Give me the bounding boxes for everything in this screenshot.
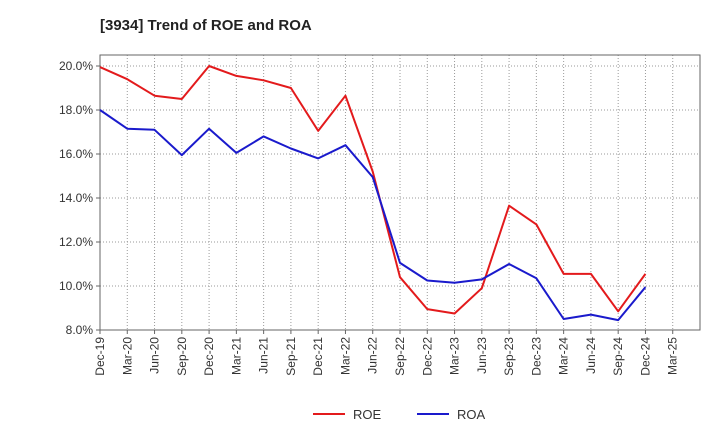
x-tick-label: Jun-22 (366, 337, 380, 374)
y-axis-ticks: 8.0% 10.0% 12.0% 14.0% 16.0% 18.0% 20.0% (59, 59, 100, 337)
y-tick-label: 8.0% (66, 323, 94, 337)
x-tick-label: Dec-21 (311, 337, 325, 376)
x-tick-label: Mar-22 (338, 337, 352, 375)
x-tick-label: Mar-20 (120, 337, 134, 375)
x-tick-label: Sep-23 (502, 337, 516, 376)
x-tick-label: Sep-22 (393, 337, 407, 376)
y-tick-label: 10.0% (59, 279, 93, 293)
x-tick-label: Sep-20 (175, 337, 189, 376)
x-tick-label: Dec-24 (638, 337, 652, 376)
plot-area-frame (99, 54, 701, 331)
x-tick-label: Jun-23 (475, 337, 489, 374)
x-tick-label: Dec-20 (202, 337, 216, 376)
x-tick-label: Jun-24 (584, 337, 598, 374)
y-tick-label: 14.0% (59, 191, 93, 205)
x-tick-label: Mar-24 (557, 337, 571, 375)
chart-title: [3934] Trend of ROE and ROA (100, 17, 312, 34)
x-tick-label: Jun-20 (148, 337, 162, 374)
x-tick-label: Jun-21 (257, 337, 271, 374)
series-line-roe (99, 65, 647, 315)
series-lines (99, 65, 647, 322)
x-tick-label: Mar-23 (448, 337, 462, 375)
y-tick-label: 18.0% (59, 103, 93, 117)
x-tick-label: Sep-24 (611, 337, 625, 376)
x-tick-label: Sep-21 (284, 337, 298, 376)
x-tick-label: Dec-22 (420, 337, 434, 376)
x-tick-label: Dec-23 (529, 337, 543, 376)
series-line-roa (99, 109, 647, 322)
y-tick-label: 16.0% (59, 147, 93, 161)
y-tick-label: 20.0% (59, 59, 93, 73)
grid (100, 55, 700, 330)
legend-label-roe: ROE (353, 407, 382, 422)
x-tick-label: Mar-21 (229, 337, 243, 375)
x-tick-label: Mar-25 (666, 337, 680, 375)
legend: ROE ROA (313, 407, 486, 422)
y-tick-label: 12.0% (59, 235, 93, 249)
legend-label-roa: ROA (457, 407, 486, 422)
x-axis-ticks: Dec-19 Mar-20 Jun-20 Sep-20 Dec-20 Mar-21 Jun-… (93, 330, 680, 376)
x-tick-label: Dec-19 (93, 337, 107, 376)
